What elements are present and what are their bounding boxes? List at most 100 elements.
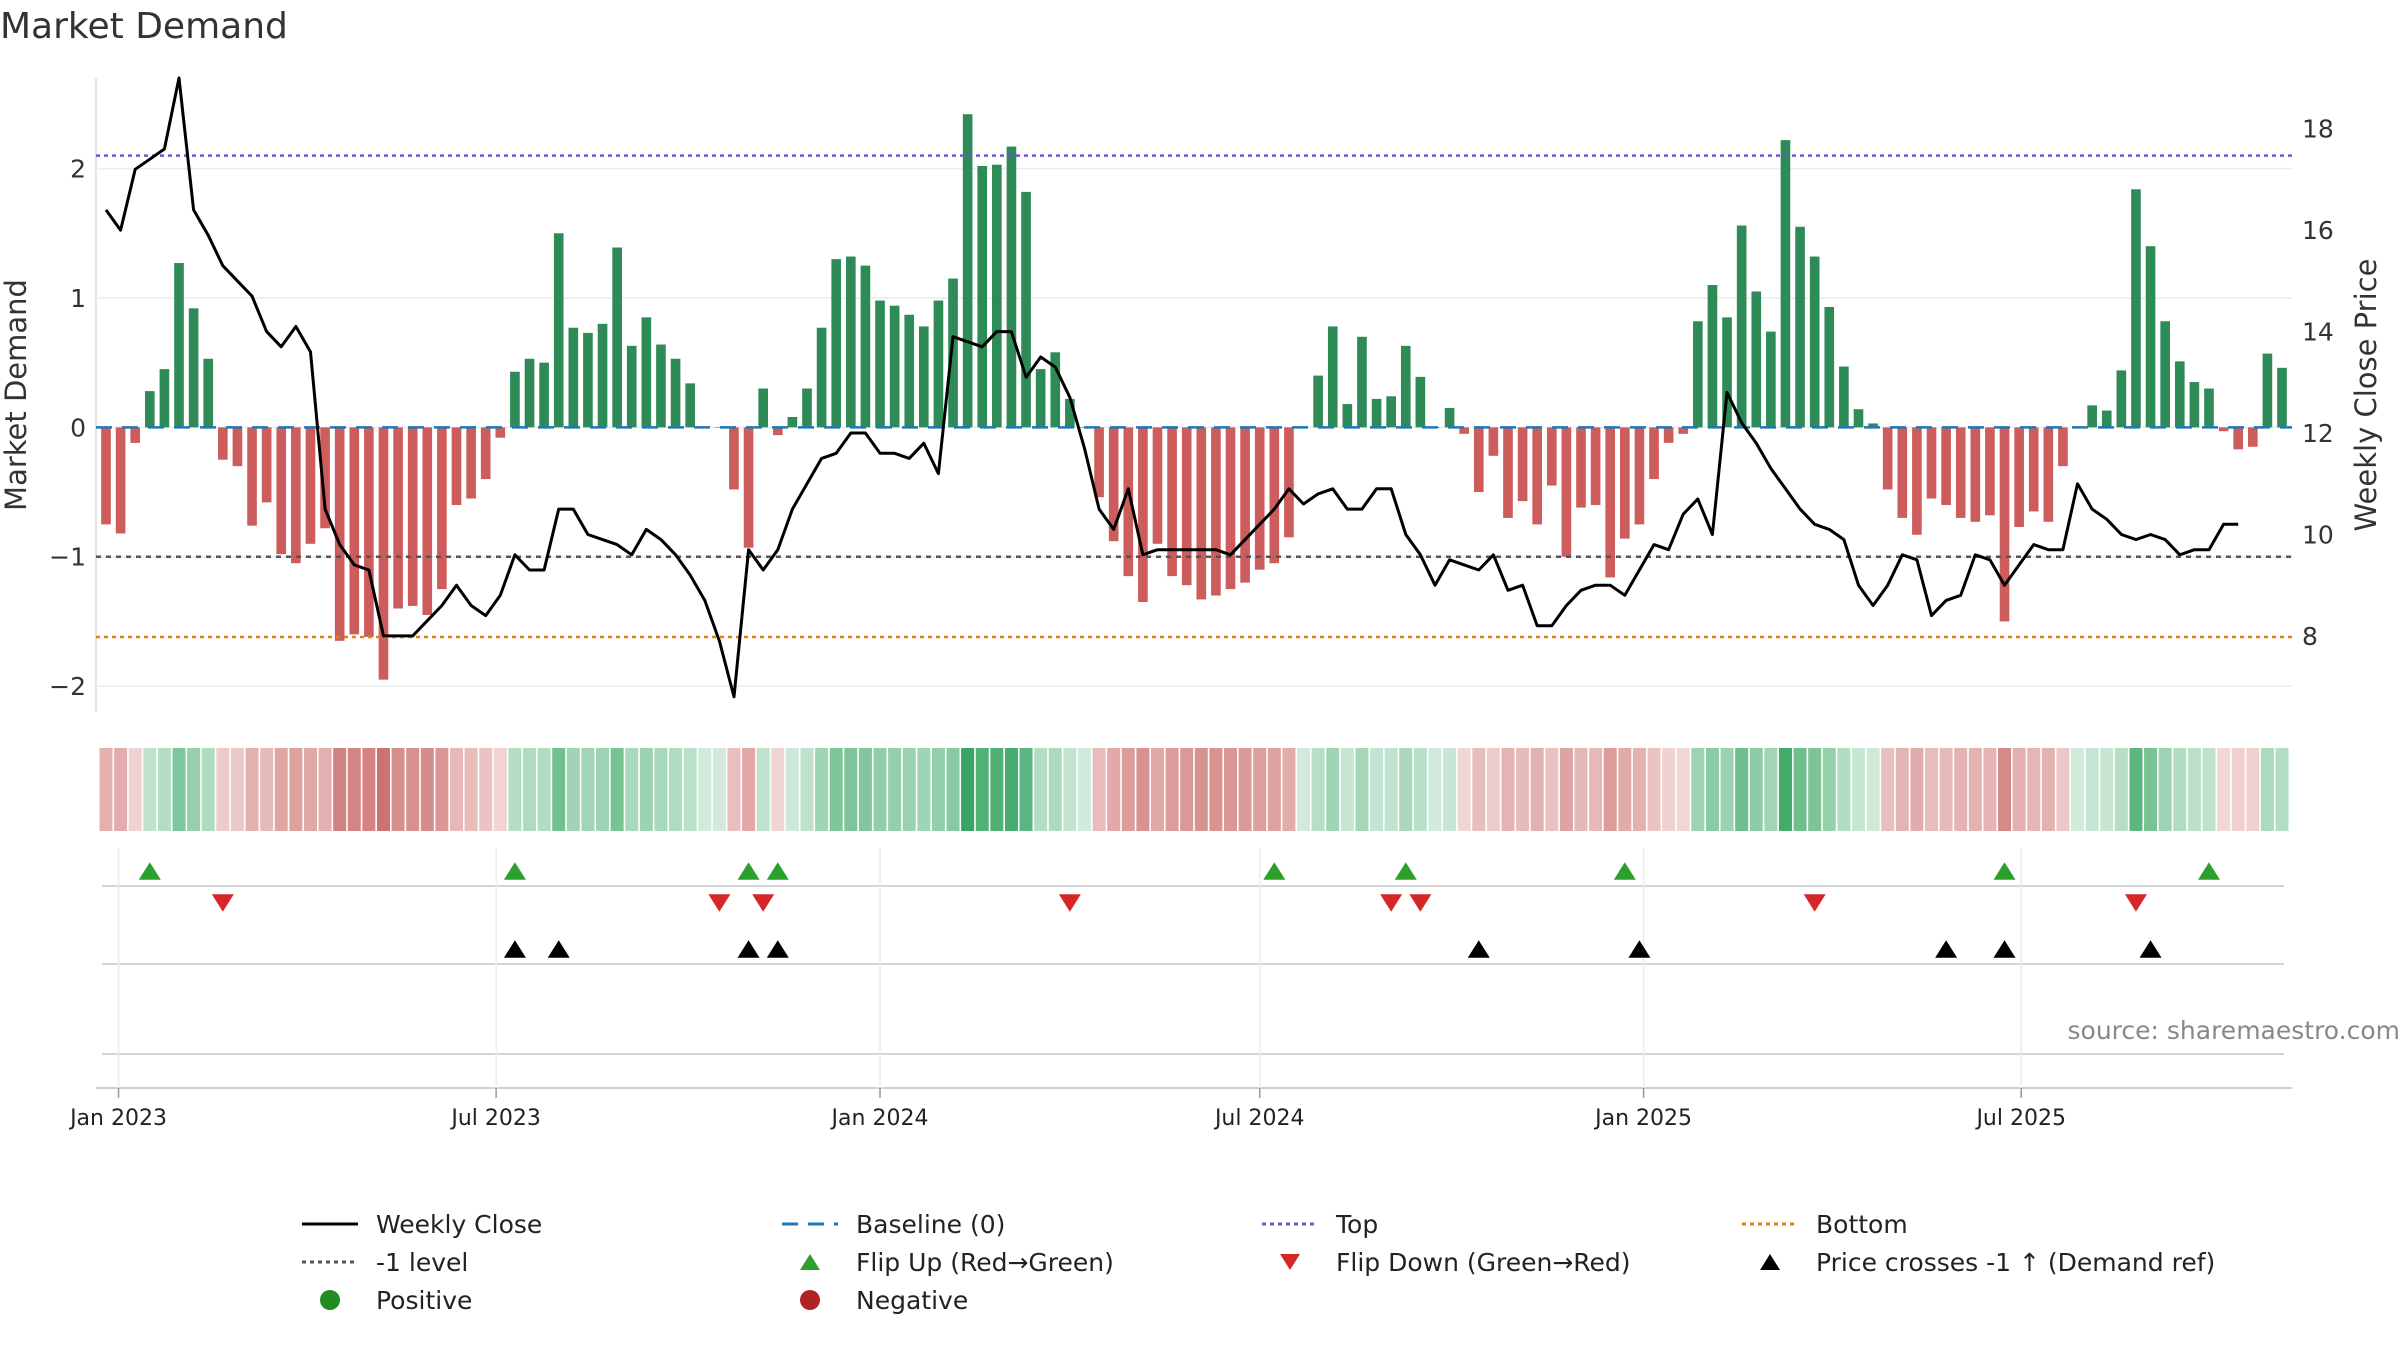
heat-cell <box>2144 748 2158 831</box>
demand-bar <box>1254 427 1265 570</box>
heat-cell <box>902 748 916 831</box>
heat-cell <box>2158 748 2172 831</box>
heat-cell <box>1998 748 2012 831</box>
demand-bar <box>422 427 433 615</box>
demand-bar <box>1517 427 1528 502</box>
heat-cell <box>1735 748 1749 831</box>
heat-cell <box>508 748 522 831</box>
x-tick-label: Jul 2024 <box>1213 1106 1305 1131</box>
demand-bar <box>2058 427 2068 467</box>
demand-bar <box>2218 427 2229 432</box>
heat-cell <box>1808 748 1822 831</box>
flip-down-marker <box>2124 894 2147 912</box>
demand-bar <box>1240 427 1250 583</box>
heat-cell <box>1297 748 1311 831</box>
demand-bar <box>612 247 622 428</box>
flip-up-marker <box>1993 862 2016 880</box>
heat-cell <box>1851 748 1865 831</box>
heat-cell <box>391 748 405 831</box>
chart-title: Market Demand <box>0 6 288 47</box>
heat-cell <box>1457 748 1471 831</box>
demand-bar <box>1853 409 1864 428</box>
demand-bar <box>1897 427 1908 518</box>
heat-cell <box>1559 748 1573 831</box>
demand-bar <box>2043 427 2054 522</box>
legend-swatch <box>302 1222 358 1226</box>
demand-bar <box>1167 427 1177 577</box>
demand-bar <box>2160 321 2170 428</box>
y-tick-label: 0 <box>70 413 86 442</box>
demand-bar <box>1035 369 1046 428</box>
legend-item: Weekly Close <box>300 1205 542 1243</box>
demand-bar <box>1152 427 1163 544</box>
y-tick-label: 1 <box>70 284 86 313</box>
flip-up-marker <box>138 862 161 880</box>
demand-bar <box>656 344 666 428</box>
heat-cell <box>1165 748 1179 831</box>
demand-bar <box>2233 427 2244 450</box>
demand-bar <box>816 327 827 428</box>
price-cross-marker <box>547 940 570 958</box>
demand-bar <box>1619 427 1630 539</box>
heat-cell <box>800 748 814 831</box>
heat-cell <box>260 748 274 831</box>
legend-swatch <box>800 1254 820 1270</box>
demand-bar <box>1459 427 1469 434</box>
heat-cell <box>1107 748 1121 831</box>
heat-cell <box>2260 748 2274 831</box>
demand-bar <box>1400 345 1411 428</box>
heat-cell <box>1618 748 1632 831</box>
heat-cell <box>961 748 975 831</box>
demand-bar <box>1006 146 1017 428</box>
demand-bar <box>144 391 155 428</box>
demand-bar <box>1473 427 1484 493</box>
demand-bar <box>2247 427 2258 447</box>
demand-bar <box>1225 427 1236 590</box>
demand-bar <box>948 278 958 428</box>
heat-cell <box>1413 748 1427 831</box>
heat-cell <box>1077 748 1091 831</box>
demand-bar <box>1284 427 1294 538</box>
heat-cell <box>873 748 887 831</box>
legend-label: Bottom <box>1816 1209 1908 1239</box>
price-cross-marker <box>1467 940 1490 958</box>
demand-bar <box>1094 427 1104 498</box>
demand-bar <box>583 332 593 428</box>
heat-cell <box>1939 748 1953 831</box>
legend-item: Baseline (0) <box>780 1205 1005 1243</box>
heat-cell <box>318 748 332 831</box>
demand-bar <box>1313 375 1323 428</box>
heat-cell <box>479 748 493 831</box>
demand-bar <box>904 314 915 428</box>
heat-cell <box>2217 748 2231 831</box>
heat-cell <box>1837 748 1851 831</box>
heat-cell <box>1224 748 1238 831</box>
demand-bar <box>977 165 988 428</box>
flip-up-marker <box>766 862 789 880</box>
demand-bar <box>437 427 447 590</box>
heat-cell <box>2187 748 2201 831</box>
demand-bar <box>364 427 374 637</box>
heat-cell <box>975 748 989 831</box>
demand-bar <box>1021 191 1031 428</box>
heat-cell <box>829 748 843 831</box>
legend-swatch-shape <box>1280 1254 1300 1270</box>
demand-bar <box>1181 427 1192 586</box>
heat-cell <box>1676 748 1690 831</box>
legend-item: Price crosses -1 ↑ (Demand ref) <box>1740 1243 2215 1281</box>
heat-cell <box>785 748 799 831</box>
heat-cell <box>201 748 215 831</box>
demand-bar <box>641 317 652 428</box>
y2-axis-label: Weekly Close Price <box>2349 259 2383 532</box>
demand-bar <box>1050 352 1061 428</box>
demand-bar <box>510 371 520 428</box>
demand-bar <box>553 233 564 428</box>
demand-bar <box>305 427 316 544</box>
heat-cell <box>128 748 142 831</box>
demand-bar <box>2277 367 2287 428</box>
demand-bar <box>992 164 1002 428</box>
flip-down-marker <box>752 894 775 912</box>
legend-swatch <box>1280 1254 1300 1270</box>
legend-item: Flip Down (Green→Red) <box>1260 1243 1631 1281</box>
demand-bar <box>1532 427 1543 525</box>
